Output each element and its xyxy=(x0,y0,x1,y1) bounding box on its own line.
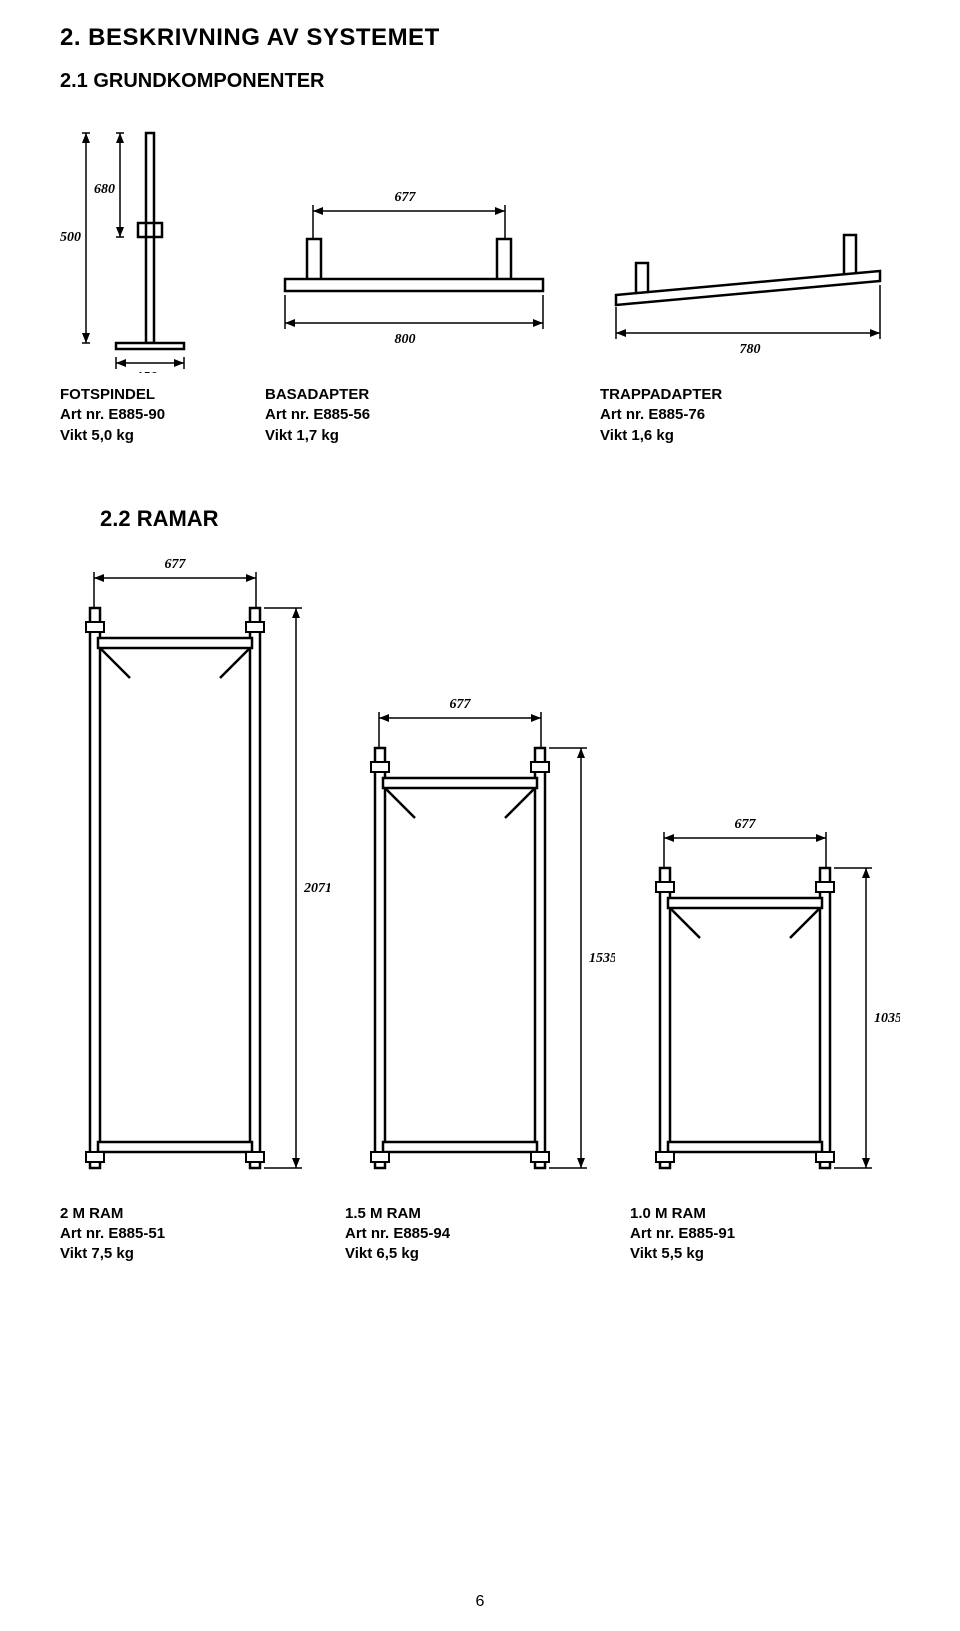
ram-2m-vikt: Vikt 7,5 kg xyxy=(60,1244,330,1264)
section-title: 2. BESKRIVNING AV SYSTEMET xyxy=(60,24,900,52)
trappadapter-caption: TRAPPADAPTER Art nr. E885-76 Vikt 1,6 kg xyxy=(600,385,900,446)
ram-15m-block: 677 1535 1.5 M RAM Art nr. E885- xyxy=(345,692,615,1265)
fotspindel-title: FOTSPINDEL xyxy=(60,386,155,403)
ram-15m-caption: 1.5 M RAM Art nr. E885-94 Vikt 6,5 kg xyxy=(345,1204,615,1265)
dim-800: 800 xyxy=(395,332,416,347)
ram-2m-title: 2 M RAM xyxy=(60,1205,123,1222)
ram-15m-title: 1.5 M RAM xyxy=(345,1205,421,1222)
ram-2m-block: 677 2071 2 xyxy=(60,552,330,1265)
trappadapter-art: Art nr. E885-76 xyxy=(600,405,900,425)
ram-2m-caption: 2 M RAM Art nr. E885-51 Vikt 7,5 kg xyxy=(60,1204,330,1265)
fotspindel-block: 500 680 150 FOTSPINDEL Art nr. E885-90 V… xyxy=(60,113,230,446)
ram-10m-vikt: Vikt 5,5 kg xyxy=(630,1244,900,1264)
fotspindel-art: Art nr. E885-90 xyxy=(60,405,230,425)
page-number: 6 xyxy=(476,1593,485,1611)
dim-677-10m: 677 xyxy=(735,817,757,832)
ram-10m-diagram: 677 1035 xyxy=(630,812,900,1192)
trappadapter-diagram: 780 xyxy=(600,203,900,373)
ram-15m-art: Art nr. E885-94 xyxy=(345,1224,615,1244)
basadapter-diagram: 677 800 xyxy=(265,183,565,373)
subsection-2: 2.2 RAMAR xyxy=(100,506,900,532)
dim-677-2m: 677 xyxy=(165,557,187,572)
ram-2m-diagram: 677 2071 xyxy=(60,552,330,1192)
grundkomponenter-row: 500 680 150 FOTSPINDEL Art nr. E885-90 V… xyxy=(60,113,900,446)
ramar-row: 677 2071 2 xyxy=(60,552,900,1265)
trappadapter-vikt: Vikt 1,6 kg xyxy=(600,426,900,446)
trappadapter-title: TRAPPADAPTER xyxy=(600,386,722,403)
dim-680: 680 xyxy=(94,182,115,197)
dim-780: 780 xyxy=(740,342,761,357)
ram-10m-art: Art nr. E885-91 xyxy=(630,1224,900,1244)
basadapter-block: 677 800 BASADAPTER Art nr. E885-56 Vikt … xyxy=(265,183,565,446)
ram-10m-caption: 1.0 M RAM Art nr. E885-91 Vikt 5,5 kg xyxy=(630,1204,900,1265)
dim-677-15m: 677 xyxy=(450,697,472,712)
fotspindel-caption: FOTSPINDEL Art nr. E885-90 Vikt 5,0 kg xyxy=(60,385,230,446)
ram-15m-diagram: 677 1535 xyxy=(345,692,615,1192)
dim-500: 500 xyxy=(60,230,81,245)
basadapter-art: Art nr. E885-56 xyxy=(265,405,565,425)
trappadapter-block: 780 TRAPPADAPTER Art nr. E885-76 Vikt 1,… xyxy=(600,203,900,446)
fotspindel-diagram: 500 680 150 xyxy=(60,113,230,373)
dim-2071: 2071 xyxy=(303,881,330,896)
dim-150: 150 xyxy=(136,370,157,373)
basadapter-vikt: Vikt 1,7 kg xyxy=(265,426,565,446)
fotspindel-vikt: Vikt 5,0 kg xyxy=(60,426,230,446)
ram-15m-vikt: Vikt 6,5 kg xyxy=(345,1244,615,1264)
dim-1035: 1035 xyxy=(874,1011,900,1026)
ram-10m-block: 677 1035 1.0 M RAM Art nr. E885- xyxy=(630,812,900,1265)
dim-677-basadapter: 677 xyxy=(395,190,417,205)
basadapter-caption: BASADAPTER Art nr. E885-56 Vikt 1,7 kg xyxy=(265,385,565,446)
subsection-1: 2.1 GRUNDKOMPONENTER xyxy=(60,70,900,93)
ram-2m-art: Art nr. E885-51 xyxy=(60,1224,330,1244)
dim-1535: 1535 xyxy=(589,951,615,966)
ram-10m-title: 1.0 M RAM xyxy=(630,1205,706,1222)
basadapter-title: BASADAPTER xyxy=(265,386,369,403)
